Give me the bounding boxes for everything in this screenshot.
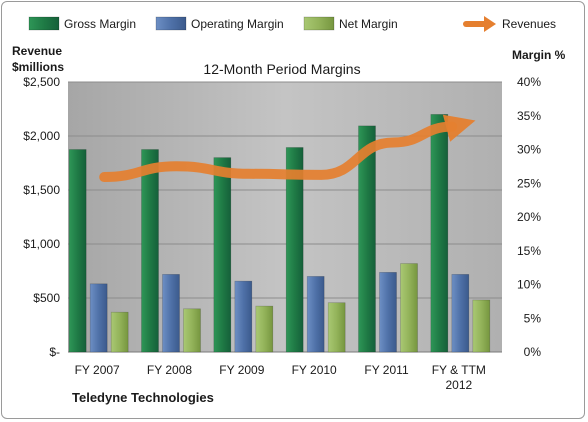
x-tick-label-5: FY & TTM (432, 363, 486, 377)
right-tick-label-2: 10% (517, 278, 541, 292)
legend-label-gross-margin: Gross Margin (64, 17, 136, 31)
right-axis-label: Margin % (512, 48, 566, 62)
left-axis-label-line2: $millions (12, 60, 64, 74)
bar-net-margin-1 (183, 308, 201, 353)
bar-net-margin-3 (327, 302, 346, 353)
right-tick-label-7: 35% (517, 109, 541, 123)
x-tick-label-1: FY 2008 (147, 363, 192, 377)
left-tick-label-5: $2,500 (23, 75, 60, 89)
x-tick-label-3: FY 2010 (292, 363, 337, 377)
x-tick-label-0: FY 2007 (75, 363, 120, 377)
legend-arrow-revenues (484, 16, 496, 32)
legend-swatch-operating-margin (155, 16, 187, 31)
left-tick-label-4: $2,000 (23, 129, 60, 143)
bar-net-margin-4 (400, 263, 418, 353)
bar-operating-margin-3 (306, 276, 325, 353)
legend-label-operating-margin: Operating Margin (191, 17, 284, 31)
revenue-line-group (99, 114, 476, 183)
bar-gross-margin-0 (68, 149, 87, 353)
x-tick-label-4: FY 2011 (364, 363, 409, 377)
bar-gross-margin-4 (358, 125, 376, 353)
x-tick-label-2: FY 2009 (219, 363, 264, 377)
revenues-arrowhead (442, 114, 476, 142)
bar-operating-margin-4 (379, 272, 397, 353)
legend: Gross Margin Operating Margin Net Margin Re… (28, 16, 556, 32)
x-tick-label-5-line2: 2012 (445, 378, 472, 392)
right-tick-label-0: 0% (524, 345, 542, 359)
left-tick-label-0: $- (49, 345, 60, 359)
legend-label-revenues: Revenues (502, 17, 556, 31)
legend-swatch-gross-margin (28, 16, 60, 31)
right-tick-label-3: 15% (517, 244, 541, 258)
right-tick-label-5: 25% (517, 176, 541, 190)
left-axis-ticks: $- $500 $1,000 $1,500 $2,000 $2,500 (23, 75, 60, 359)
right-axis-ticks: 0% 5% 10% 15% 20% 25% 30% 35% 40% (517, 75, 541, 359)
left-tick-label-1: $500 (33, 291, 60, 305)
right-tick-label-6: 30% (517, 143, 541, 157)
gridlines (68, 81, 502, 353)
x-axis-ticks: FY 2007 FY 2008 FY 2009 FY 2010 FY 2011 FY & … (75, 363, 486, 392)
left-tick-label-2: $1,000 (23, 237, 60, 251)
left-tick-label-3: $1,500 (23, 183, 60, 197)
bar-operating-margin-5 (451, 274, 470, 353)
bar-net-margin-5 (472, 299, 491, 353)
legend-swatch-net-margin (303, 16, 335, 31)
bar-operating-margin-1 (162, 274, 180, 353)
legend-label-net-margin: Net Margin (339, 17, 398, 31)
bar-gross-margin-5 (430, 114, 449, 353)
left-axis-label-line1: Revenue (12, 44, 62, 58)
right-tick-label-8: 40% (517, 75, 541, 89)
bar-operating-margin-0 (89, 283, 108, 353)
bar-net-margin-2 (255, 305, 274, 353)
bar-operating-margin-2 (234, 280, 253, 353)
bar-gross-margin-3 (285, 147, 304, 353)
right-tick-label-4: 20% (517, 210, 541, 224)
bars (68, 114, 491, 353)
bar-net-margin-0 (110, 311, 129, 353)
company-name: Teledyne Technologies (72, 390, 214, 405)
bar-gross-margin-1 (141, 149, 159, 353)
bar-gross-margin-2 (213, 157, 232, 353)
right-tick-label-1: 5% (524, 311, 542, 325)
revenues-line (99, 121, 458, 183)
chart-title: 12-Month Period Margins (203, 61, 360, 77)
